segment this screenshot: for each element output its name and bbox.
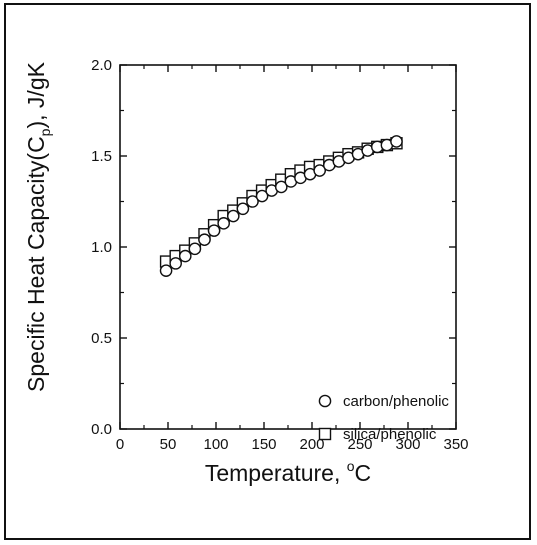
carbon-point [390,135,403,148]
carbon-point [313,164,326,177]
x-tick-label: 0 [116,436,124,453]
carbon-point [255,189,269,203]
y-axis-label: Specific Heat Capacity(Cp), J/gK [23,61,53,392]
legend-circle-icon [318,394,332,408]
carbon-point [207,224,221,237]
carbon-point [246,195,259,208]
legend-label: silica/phenolic [343,426,437,443]
y-tick-label: 1.5 [91,148,112,165]
figure-frame: 0 50 100 150 200 250 300 350 0.0 0.5 1.0 1.5 2.0 Tem… [4,3,531,540]
carbon-point [274,180,288,194]
y-tick-label: 1.0 [91,239,112,256]
carbon-point [217,217,230,230]
y-tick-label: 0.0 [91,421,112,438]
x-tick-label: 350 [443,436,468,453]
legend-label: carbon/phenolic [343,393,449,410]
carbon-point [178,249,192,263]
data-marks [159,135,403,277]
x-tick-label: 200 [299,436,324,453]
carbon-point [159,264,173,277]
carbon-point [226,209,240,223]
carbon-point [236,202,250,216]
y-tick-label: 0.5 [91,330,112,347]
plot-area [119,64,457,430]
x-tick-label: 250 [347,436,372,453]
chart: 0 50 100 150 200 250 300 350 0.0 0.5 1.0 1.5 2.0 Tem… [23,57,469,486]
x-tick-label: 50 [160,436,177,453]
legend-square-icon [318,427,332,441]
x-axis-label: Temperature, oC [205,458,371,486]
x-tick-label: 150 [251,436,276,453]
carbon-point [188,242,202,256]
x-tick-label: 300 [395,436,420,453]
x-tick-label: 100 [203,436,228,453]
carbon-point [169,257,182,270]
axis-ticks: 0 50 100 150 200 250 300 350 0.0 0.5 1.0 1.5 2.0 [91,57,468,453]
y-tick-label: 2.0 [91,57,112,74]
legend: carbon/phenolic silica/phenolic [318,393,449,443]
carbon-point [198,233,211,247]
